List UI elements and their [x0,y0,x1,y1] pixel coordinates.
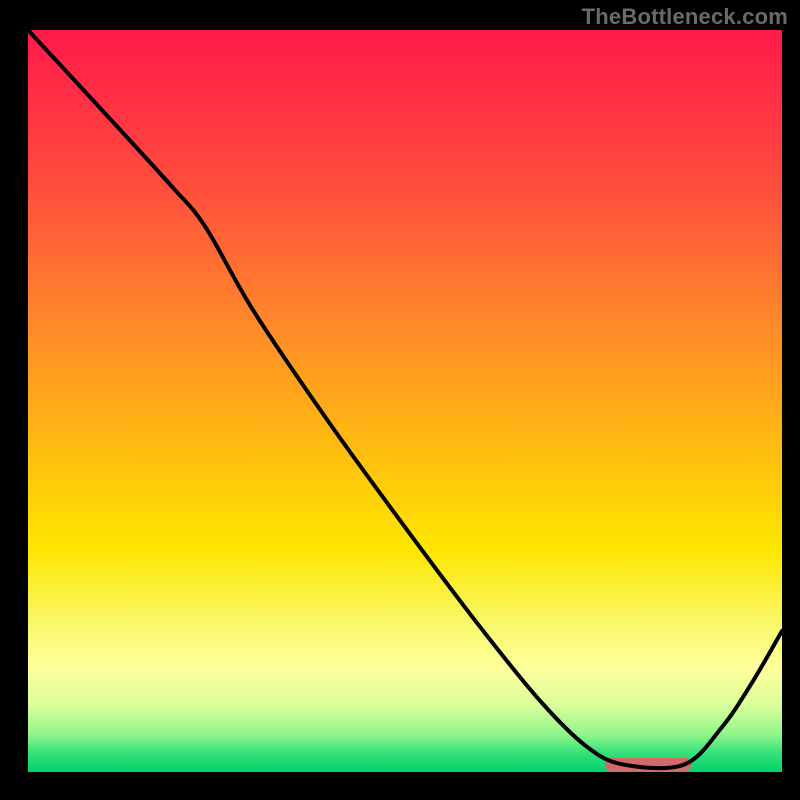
gradient-rect [28,30,782,772]
watermark-text: TheBottleneck.com [582,4,788,30]
figure-root: TheBottleneck.com [0,0,800,800]
plot-area [28,30,782,772]
plot-svg [28,30,782,772]
